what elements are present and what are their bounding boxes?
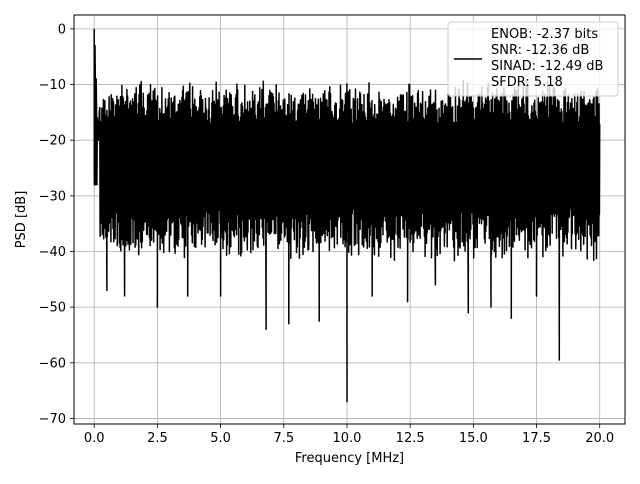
legend-entry: SINAD: -12.49 dB <box>491 59 603 74</box>
x-axis-ticks: 0.0 2.5 5.0 7.5 10.0 12.5 15.0 17.5 20.0 <box>84 424 614 446</box>
legend-entry: SNR: -12.36 dB <box>491 43 589 58</box>
legend-entry: SFDR: 5.18 <box>491 75 563 90</box>
y-axis-ticks: 0 −10 −20 −30 −40 −50 −60 −70 <box>39 22 74 427</box>
y-tick-label: −70 <box>39 412 66 427</box>
plot-area <box>93 28 601 403</box>
y-tick-label: −20 <box>39 134 66 149</box>
x-tick-label: 2.5 <box>147 431 168 446</box>
axes-frame <box>73 14 626 425</box>
x-tick-label: 12.5 <box>396 431 425 446</box>
x-tick-label: 7.5 <box>273 431 294 446</box>
psd-trace <box>93 28 601 403</box>
legend-entry: ENOB: -2.37 bits <box>491 27 598 42</box>
y-tick-label: −40 <box>39 245 66 260</box>
y-tick-label: −50 <box>39 301 66 316</box>
x-tick-label: 17.5 <box>522 431 551 446</box>
y-tick-label: 0 <box>58 22 66 37</box>
x-tick-label: 20.0 <box>585 431 614 446</box>
x-tick-label: 10.0 <box>332 431 361 446</box>
x-tick-label: 0.0 <box>84 431 105 446</box>
y-tick-label: −30 <box>39 189 66 204</box>
x-tick-label: 15.0 <box>459 431 488 446</box>
y-tick-label: −60 <box>39 356 66 371</box>
y-axis-label: PSD [dB] <box>14 191 29 249</box>
x-tick-label: 5.0 <box>210 431 231 446</box>
y-tick-label: −10 <box>39 78 66 93</box>
x-axis-label: Frequency [MHz] <box>295 451 404 466</box>
legend-box <box>447 21 619 97</box>
